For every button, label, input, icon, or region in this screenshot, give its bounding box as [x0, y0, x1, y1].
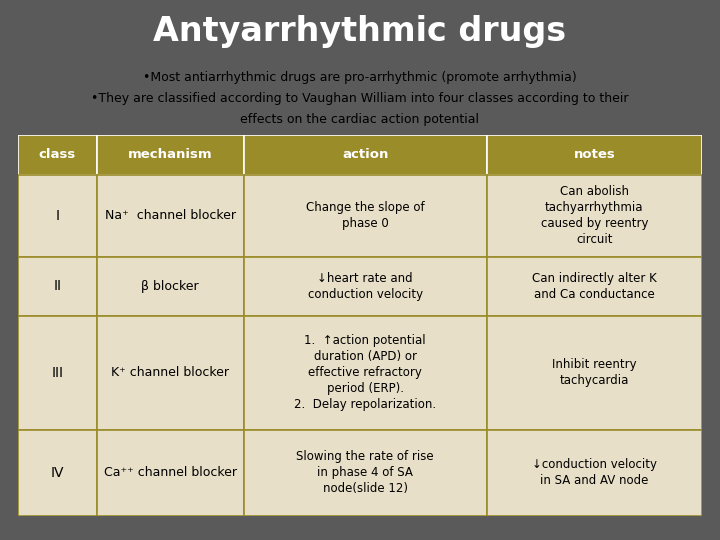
- Bar: [243, 316, 487, 430]
- Text: I: I: [55, 209, 59, 223]
- Text: ↓heart rate and
conduction velocity: ↓heart rate and conduction velocity: [307, 272, 423, 301]
- Bar: [96, 135, 243, 175]
- Bar: [96, 257, 243, 316]
- Bar: [487, 135, 702, 175]
- Bar: [96, 175, 243, 257]
- Bar: [18, 316, 96, 430]
- Bar: [487, 175, 702, 257]
- Bar: [18, 175, 96, 257]
- Bar: [243, 430, 487, 516]
- Text: 1.  ↑action potential
duration (APD) or
effective refractory
period (ERP).
2.  D: 1. ↑action potential duration (APD) or e…: [294, 334, 436, 411]
- Text: Antyarrhythmic drugs: Antyarrhythmic drugs: [153, 15, 567, 48]
- Text: Slowing the rate of rise
in phase 4 of SA
node(slide 12): Slowing the rate of rise in phase 4 of S…: [297, 450, 434, 495]
- Bar: [243, 175, 487, 257]
- Bar: [487, 430, 702, 516]
- Text: Change the slope of
phase 0: Change the slope of phase 0: [306, 201, 425, 231]
- Text: β blocker: β blocker: [141, 280, 199, 293]
- Bar: [18, 135, 96, 175]
- Text: Can indirectly alter K
and Ca conductance: Can indirectly alter K and Ca conductanc…: [532, 272, 657, 301]
- Text: III: III: [51, 366, 63, 380]
- Text: action: action: [342, 148, 388, 161]
- Text: mechanism: mechanism: [128, 148, 212, 161]
- Text: class: class: [39, 148, 76, 161]
- Bar: [243, 257, 487, 316]
- Text: Can abolish
tachyarrhythmia
caused by reentry
circuit: Can abolish tachyarrhythmia caused by re…: [541, 185, 648, 246]
- Text: •Most antiarrhythmic drugs are pro-arrhythmic (promote arrhythmia): •Most antiarrhythmic drugs are pro-arrhy…: [143, 71, 577, 84]
- Bar: [96, 430, 243, 516]
- Text: Inhibit reentry
tachycardia: Inhibit reentry tachycardia: [552, 359, 636, 387]
- Text: IV: IV: [50, 466, 64, 480]
- Text: •They are classified according to Vaughan William into four classes according to: •They are classified according to Vaugha…: [91, 92, 629, 105]
- Text: ↓conduction velocity
in SA and AV node: ↓conduction velocity in SA and AV node: [532, 458, 657, 488]
- Bar: [487, 257, 702, 316]
- Bar: [96, 316, 243, 430]
- Text: K⁺ channel blocker: K⁺ channel blocker: [111, 367, 229, 380]
- Bar: [18, 257, 96, 316]
- Text: II: II: [53, 279, 61, 293]
- Text: Na⁺  channel blocker: Na⁺ channel blocker: [104, 210, 235, 222]
- Bar: [487, 316, 702, 430]
- Text: notes: notes: [573, 148, 615, 161]
- Text: effects on the cardiac action potential: effects on the cardiac action potential: [240, 113, 480, 126]
- Bar: [18, 430, 96, 516]
- Bar: [243, 135, 487, 175]
- Text: Ca⁺⁺ channel blocker: Ca⁺⁺ channel blocker: [104, 467, 237, 480]
